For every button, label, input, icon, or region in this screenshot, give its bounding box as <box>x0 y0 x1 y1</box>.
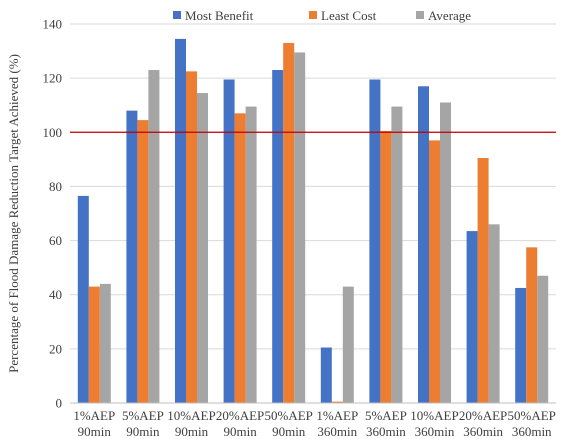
bar <box>515 287 527 403</box>
bar <box>380 130 392 404</box>
bar <box>283 42 295 403</box>
bar <box>294 52 306 404</box>
bar <box>186 71 197 403</box>
bar <box>466 231 478 403</box>
bar <box>440 102 451 403</box>
bar <box>245 106 257 403</box>
bar <box>526 247 538 403</box>
bar <box>477 158 489 403</box>
bar <box>175 38 186 404</box>
bar <box>342 286 354 403</box>
x-tick-label: 90min <box>223 424 257 439</box>
y-tick-label: 100 <box>43 125 63 140</box>
legend-label: Most Benefit <box>185 8 254 23</box>
legend-swatch <box>309 11 317 19</box>
bar <box>234 113 246 403</box>
bar <box>77 195 89 403</box>
bar <box>429 140 440 403</box>
x-tick-label: 5%AEP <box>365 408 407 423</box>
bar <box>418 86 429 403</box>
bar <box>88 286 100 403</box>
x-tick-label: 360min <box>463 424 503 439</box>
x-tick-label: 360min <box>317 424 357 439</box>
y-tick-label: 80 <box>49 179 62 194</box>
y-tick-label: 140 <box>43 17 63 32</box>
legend-swatch <box>173 11 181 19</box>
x-tick-label: 90min <box>126 424 160 439</box>
y-tick-label: 20 <box>49 341 62 356</box>
bar <box>223 79 235 403</box>
bar <box>369 79 381 403</box>
x-tick-label: 360min <box>415 424 455 439</box>
bar <box>537 275 549 403</box>
legend-label: Average <box>428 8 471 23</box>
bar <box>197 93 208 404</box>
x-tick-label: 10%AEP <box>167 408 215 423</box>
x-tick-label: 20%AEP <box>459 408 507 423</box>
x-tick-label: 5%AEP <box>122 408 164 423</box>
bar <box>126 110 138 403</box>
bar <box>99 283 111 403</box>
x-tick-label: 20%AEP <box>216 408 264 423</box>
x-tick-label: 90min <box>78 424 112 439</box>
y-axis-title: Percentage of Flood Damage Reduction Tar… <box>6 54 21 373</box>
legend-label: Least Cost <box>321 8 377 23</box>
y-tick-label: 120 <box>43 71 63 86</box>
bar <box>391 106 403 403</box>
x-tick-label: 10%AEP <box>410 408 458 423</box>
bar <box>488 224 500 403</box>
bar <box>148 70 160 404</box>
legend-swatch <box>416 11 424 19</box>
bar <box>331 401 343 403</box>
bar <box>272 70 284 404</box>
x-tick-label: 50%AEP <box>508 408 556 423</box>
bar <box>137 120 149 403</box>
y-tick-label: 40 <box>49 287 62 302</box>
x-tick-label: 90min <box>175 424 209 439</box>
x-tick-label: 1%AEP <box>73 408 115 423</box>
x-tick-label: 360min <box>366 424 406 439</box>
x-tick-label: 50%AEP <box>265 408 313 423</box>
y-tick-label: 0 <box>56 396 63 411</box>
x-tick-label: 90min <box>272 424 306 439</box>
x-tick-label: 360min <box>512 424 552 439</box>
x-tick-label: 1%AEP <box>316 408 358 423</box>
y-tick-label: 60 <box>49 233 62 248</box>
bar <box>320 347 332 403</box>
